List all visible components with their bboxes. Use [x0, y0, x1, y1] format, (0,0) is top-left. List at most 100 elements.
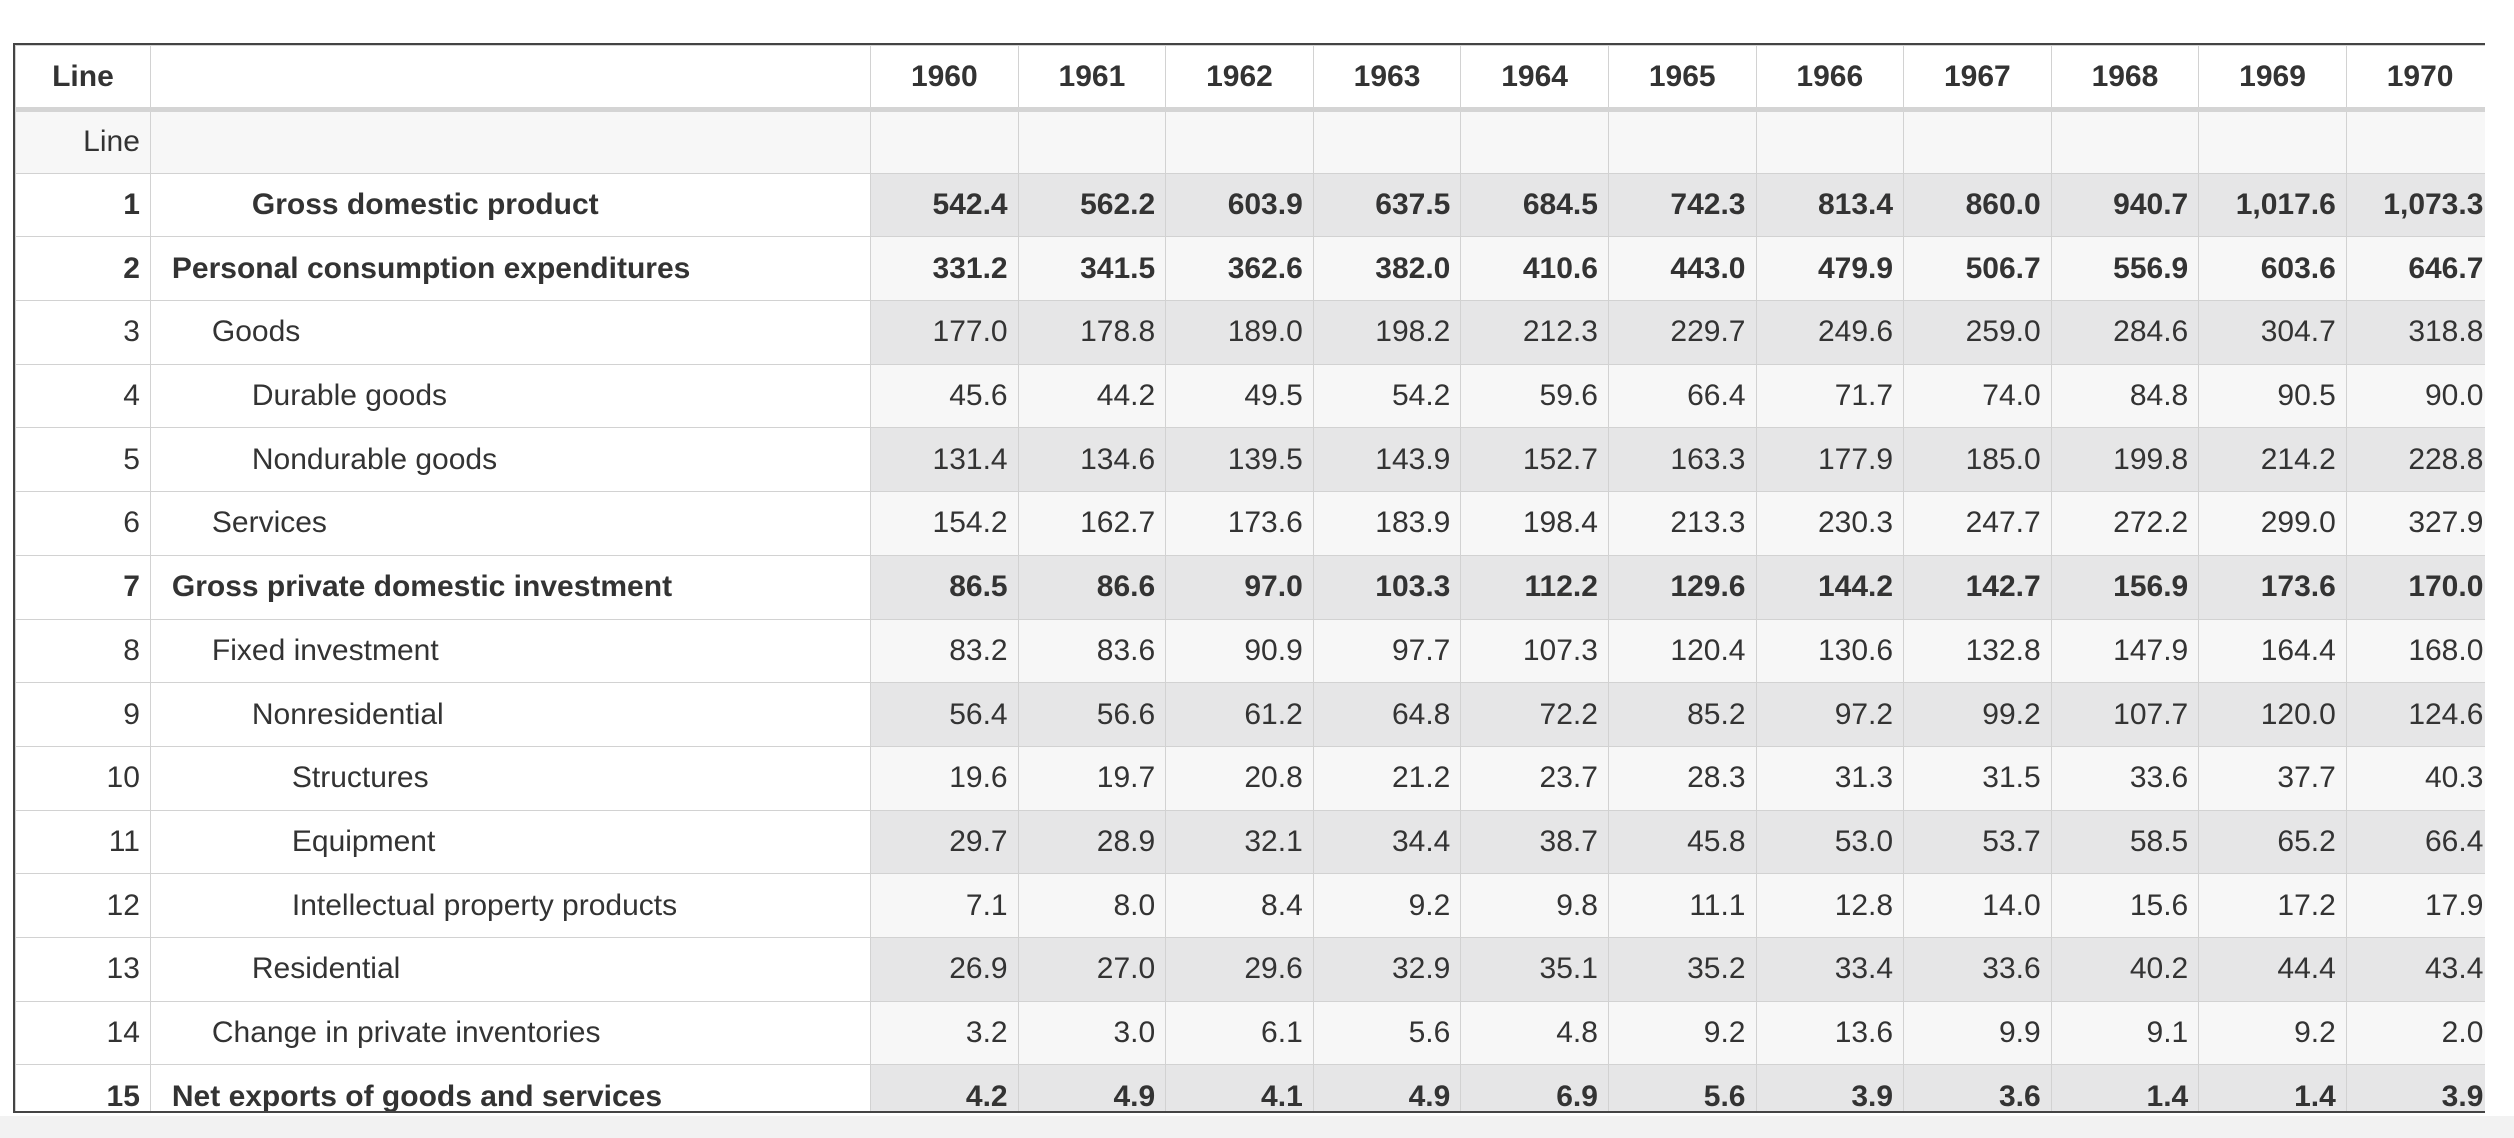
empty-cell	[1607, 109, 1757, 174]
label-cell: Equipment	[149, 809, 872, 875]
value-cell: 173.6	[2198, 554, 2347, 620]
data-row: 2 Personal consumption expenditures 331.2 3…	[15, 236, 2485, 302]
line-cell: 15	[15, 1064, 151, 1111]
value-cell: 97.7	[1312, 618, 1462, 684]
value-cell: 212.3	[1460, 300, 1609, 365]
value-cell: 28.3	[1607, 745, 1757, 811]
value-cell: 107.3	[1460, 618, 1609, 684]
value-cell: 120.4	[1607, 618, 1757, 684]
value-cell: 65.2	[2198, 809, 2347, 875]
header-cell: 1964	[1460, 45, 1609, 112]
empty-cell	[1903, 109, 2052, 174]
value-cell: 2.0	[2345, 1000, 2485, 1066]
value-cell: 603.6	[2198, 236, 2347, 302]
header-cell: Line	[15, 45, 151, 112]
value-cell: 56.4	[870, 682, 1019, 747]
data-row: 14 Change in private inventories 3.2 3.0 6.1…	[15, 1000, 2485, 1066]
value-cell: 120.0	[2198, 682, 2347, 747]
value-cell: 152.7	[1460, 427, 1609, 493]
line-cell: 8	[15, 618, 151, 684]
subheader-row: Line	[15, 109, 2485, 174]
value-cell: 85.2	[1607, 682, 1757, 747]
value-cell: 33.4	[1755, 936, 1905, 1002]
value-cell: 35.2	[1607, 936, 1757, 1002]
value-cell: 230.3	[1755, 491, 1905, 556]
header-cell: 1963	[1312, 45, 1462, 112]
value-cell: 97.0	[1165, 554, 1314, 620]
value-cell: 86.6	[1017, 554, 1167, 620]
value-cell: 129.6	[1607, 554, 1757, 620]
value-cell: 3.6	[1903, 1064, 2052, 1111]
value-cell: 1,017.6	[2198, 172, 2347, 238]
label-cell: Net exports of goods and services	[149, 1064, 872, 1111]
value-cell: 44.2	[1017, 363, 1167, 429]
value-cell: 4.9	[1017, 1064, 1167, 1111]
value-cell: 84.8	[2050, 363, 2200, 429]
value-cell: 34.4	[1312, 809, 1462, 875]
value-cell: 97.2	[1755, 682, 1905, 747]
header-cell: 1960	[870, 45, 1019, 112]
value-cell: 40.2	[2050, 936, 2200, 1002]
label-cell: Fixed investment	[149, 618, 872, 684]
value-cell: 49.5	[1165, 363, 1314, 429]
value-cell: 3.0	[1017, 1000, 1167, 1066]
value-cell: 12.8	[1755, 873, 1905, 938]
value-cell: 9.2	[1607, 1000, 1757, 1066]
line-cell: 6	[15, 491, 151, 556]
value-cell: 9.2	[1312, 873, 1462, 938]
value-cell: 32.1	[1165, 809, 1314, 875]
empty-cell	[2345, 109, 2485, 174]
line-cell: 13	[15, 936, 151, 1002]
empty-cell	[1165, 109, 1314, 174]
value-cell: 64.8	[1312, 682, 1462, 747]
value-cell: 44.4	[2198, 936, 2347, 1002]
value-cell: 341.5	[1017, 236, 1167, 302]
value-cell: 362.6	[1165, 236, 1314, 302]
value-cell: 33.6	[2050, 745, 2200, 811]
value-cell: 177.0	[870, 300, 1019, 365]
value-cell: 58.5	[2050, 809, 2200, 875]
data-row: 4 Durable goods 45.6 44.2 49.5 54.2 59.6 66.4 71…	[15, 363, 2485, 429]
value-cell: 32.9	[1312, 936, 1462, 1002]
data-table: Line 1960 1961 1962 1963 1964 1965 1966 1967 1968…	[15, 45, 2485, 1111]
value-cell: 562.2	[1017, 172, 1167, 238]
value-cell: 603.9	[1165, 172, 1314, 238]
line-cell: 2	[15, 236, 151, 302]
line-cell: Line	[15, 109, 151, 174]
value-cell: 177.9	[1755, 427, 1905, 493]
value-cell: 198.4	[1460, 491, 1609, 556]
value-cell: 331.2	[870, 236, 1019, 302]
value-cell: 103.3	[1312, 554, 1462, 620]
value-cell: 144.2	[1755, 554, 1905, 620]
value-cell: 33.6	[1903, 936, 2052, 1002]
value-cell: 199.8	[2050, 427, 2200, 493]
value-cell: 9.2	[2198, 1000, 2347, 1066]
value-cell: 479.9	[1755, 236, 1905, 302]
line-cell: 12	[15, 873, 151, 938]
value-cell: 189.0	[1165, 300, 1314, 365]
label-cell: Goods	[149, 300, 872, 365]
value-cell: 162.7	[1017, 491, 1167, 556]
value-cell: 213.3	[1607, 491, 1757, 556]
line-cell: 5	[15, 427, 151, 493]
value-cell: 860.0	[1903, 172, 2052, 238]
value-cell: 1,073.3	[2345, 172, 2485, 238]
value-cell: 259.0	[1903, 300, 2052, 365]
table-frame: Line 1960 1961 1962 1963 1964 1965 1966 1967 1968…	[13, 43, 2485, 1113]
value-cell: 8.4	[1165, 873, 1314, 938]
value-cell: 130.6	[1755, 618, 1905, 684]
value-cell: 327.9	[2345, 491, 2485, 556]
value-cell: 163.3	[1607, 427, 1757, 493]
value-cell: 29.6	[1165, 936, 1314, 1002]
value-cell: 318.8	[2345, 300, 2485, 365]
label-cell: Gross domestic product	[149, 172, 872, 238]
value-cell: 229.7	[1607, 300, 1757, 365]
value-cell: 132.8	[1903, 618, 2052, 684]
value-cell: 684.5	[1460, 172, 1609, 238]
value-cell: 59.6	[1460, 363, 1609, 429]
value-cell: 646.7	[2345, 236, 2485, 302]
value-cell: 40.3	[2345, 745, 2485, 811]
header-cell: 1961	[1017, 45, 1167, 112]
line-cell: 10	[15, 745, 151, 811]
